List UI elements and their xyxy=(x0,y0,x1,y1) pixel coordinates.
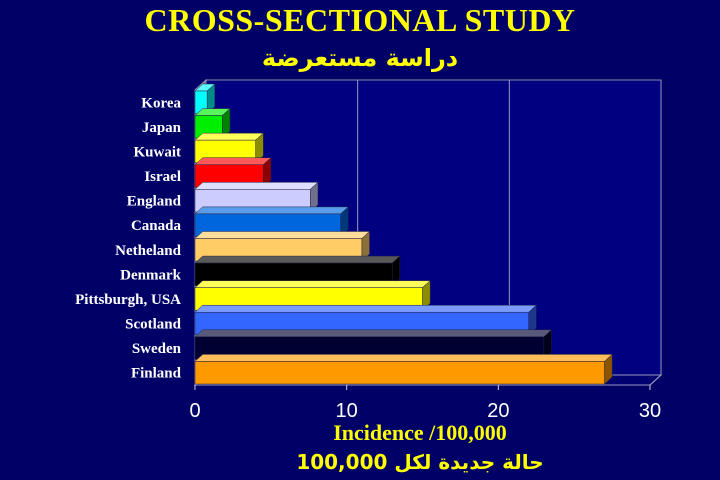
chart-title: CROSS-SECTIONAL STUDY xyxy=(144,2,576,38)
chart-subtitle: دراسة مستعرضة xyxy=(261,44,459,72)
bar-top-11 xyxy=(194,354,613,362)
x-tick-label: 30 xyxy=(639,400,661,422)
bar-top-4 xyxy=(194,182,319,190)
category-label: Japan xyxy=(142,120,182,136)
bar-top-6 xyxy=(194,231,371,239)
category-label: Kuwait xyxy=(133,144,181,160)
category-label: Canada xyxy=(131,218,182,234)
bar-top-3 xyxy=(194,157,272,165)
bar-top-5 xyxy=(194,206,349,215)
bar-top-9 xyxy=(194,304,538,313)
category-label: England xyxy=(127,194,182,210)
x-tick-label: 20 xyxy=(487,400,509,422)
bar-11 xyxy=(194,361,605,385)
category-label: Denmark xyxy=(120,267,181,283)
category-label: Pittsburgh, USA xyxy=(75,292,181,308)
x-tick-label: 0 xyxy=(189,400,200,422)
category-label: Korea xyxy=(141,95,181,111)
bar-top-7 xyxy=(194,255,401,264)
category-label: Netheland xyxy=(115,243,181,259)
category-label: Sweden xyxy=(132,341,182,357)
category-label: Scotland xyxy=(125,317,182,333)
x-axis-label-secondary: حالة جديدة لكل 100,000 xyxy=(296,450,544,474)
bar-top-8 xyxy=(194,280,431,288)
category-label: Finland xyxy=(131,366,182,382)
category-label: Israel xyxy=(144,169,181,185)
x-tick-label: 10 xyxy=(336,400,358,422)
x-axis-label: Incidence /100,000 xyxy=(333,420,507,445)
bar-top-10 xyxy=(194,329,553,338)
bar-top-2 xyxy=(194,132,265,141)
gridline-floor xyxy=(649,374,662,386)
